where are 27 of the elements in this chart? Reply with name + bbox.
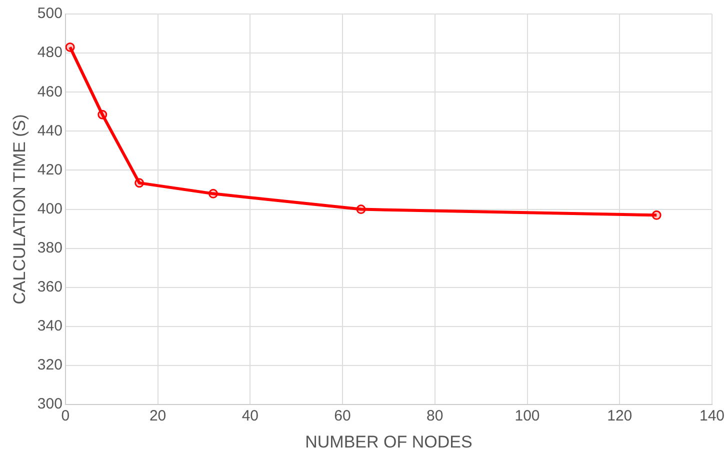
- y-tick-label: 340: [37, 318, 62, 335]
- y-tick-label: 440: [37, 122, 62, 140]
- point: [652, 210, 662, 220]
- x-tick-label: 20: [149, 408, 166, 425]
- point: [98, 110, 108, 120]
- x-tick-label: 80: [426, 408, 444, 425]
- point: [208, 188, 218, 198]
- x-tick-label: 120: [607, 408, 632, 425]
- point: [134, 178, 144, 188]
- y-tick-label: 460: [37, 83, 62, 100]
- point: [65, 42, 75, 52]
- x-tick-label: 140: [699, 408, 725, 425]
- y-tick-label: 360: [37, 278, 62, 296]
- y-tick-label: 320: [37, 356, 62, 374]
- x-tick-label: 40: [242, 408, 259, 425]
- x-tick-label: 100: [514, 408, 540, 425]
- y-tick-label: 500: [37, 5, 62, 22]
- y-tick-label: 380: [37, 240, 62, 256]
- x-tick-label: 60: [334, 408, 351, 425]
- x-axis-title: NUMBER OF NODES: [305, 432, 472, 452]
- x-tick-label: 0: [61, 408, 70, 425]
- y-tick-label: 420: [37, 161, 62, 178]
- y-tick-label: 400: [37, 200, 62, 218]
- y-tick-label: 480: [37, 44, 62, 62]
- y-tick-label: 300: [37, 396, 62, 413]
- y-axis-title: CALCULATION TIME (S): [10, 114, 29, 304]
- point: [356, 204, 366, 214]
